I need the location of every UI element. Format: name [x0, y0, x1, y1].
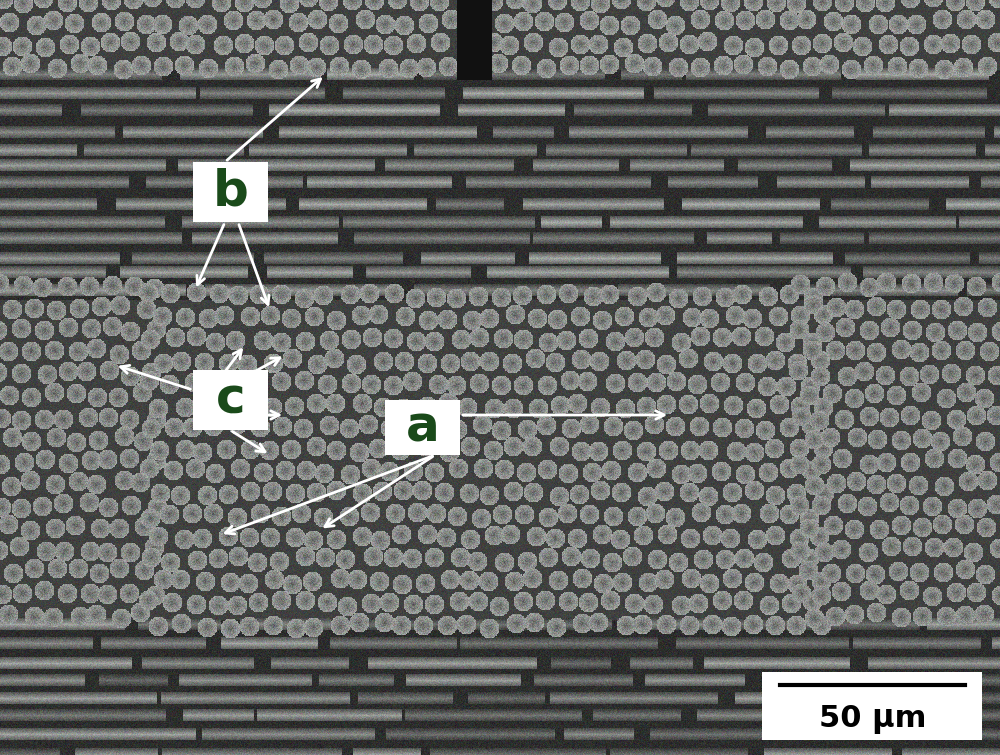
Bar	[457, 0, 492, 80]
Text: a: a	[406, 403, 439, 451]
Bar	[762, 672, 982, 740]
Text: 50 μm: 50 μm	[819, 705, 927, 735]
Bar	[385, 400, 460, 455]
Text: b: b	[213, 168, 248, 216]
Bar	[193, 162, 268, 222]
Text: c: c	[216, 376, 245, 424]
Bar	[193, 370, 268, 430]
